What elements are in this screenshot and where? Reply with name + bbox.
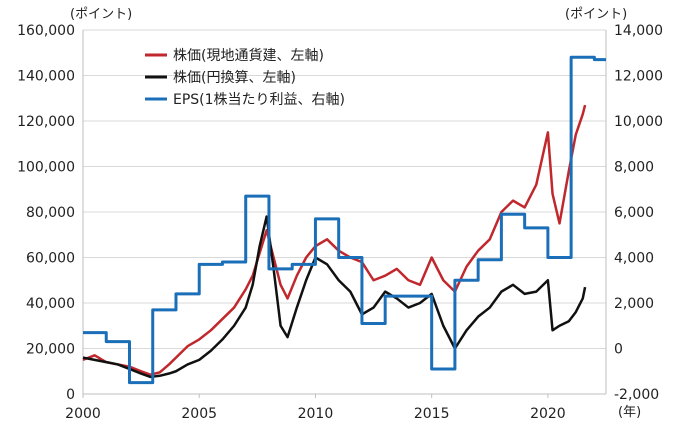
left-tick-label: 40,000 (26, 296, 75, 312)
left-axis-unit: (ポイント) (70, 7, 132, 22)
right-tick-label: 2,000 (614, 296, 654, 312)
right-tick-label: 4,000 (614, 251, 654, 267)
legend-label: 株価(円換算、左軸) (173, 70, 296, 86)
legend: 株価(現地通貨建、左軸) 株価(円換算、左軸) EPS(1株当たり利益、右軸) (145, 47, 345, 108)
left-tick-label: 160,000 (17, 23, 75, 39)
series-line-2 (82, 215, 587, 379)
right-tick-label: 12,000 (614, 69, 663, 85)
x-tick-label: 2000 (65, 406, 101, 422)
right-tick-label: 10,000 (614, 114, 663, 130)
right-axis-unit: (ポイント) (565, 7, 627, 22)
right-axis-ticks: -2,000 0 2,000 4,000 6,000 8,000 10,000 12,000 1… (614, 23, 663, 403)
series-lines (82, 55, 606, 385)
right-tick-label: 0 (614, 342, 623, 358)
x-axis-unit: (年) (618, 405, 641, 420)
x-axis-ticks: 2000 2005 2010 2015 2020 (65, 394, 566, 422)
right-tick-label: 8,000 (614, 160, 654, 176)
x-tick-label: 2015 (414, 406, 450, 422)
left-tick-label: 120,000 (17, 114, 75, 130)
legend-label: 株価(現地通貨建、左軸) (173, 47, 324, 64)
left-tick-label: 100,000 (17, 160, 75, 176)
gridlines (83, 29, 606, 395)
series-line-1 (82, 104, 587, 376)
left-tick-label: 140,000 (17, 69, 75, 85)
x-tick-label: 2005 (181, 406, 217, 422)
series-line-3 (83, 55, 606, 385)
left-tick-label: 80,000 (26, 205, 75, 221)
right-tick-label: -2,000 (614, 387, 659, 403)
left-tick-label: 60,000 (26, 251, 75, 267)
right-tick-label: 6,000 (614, 205, 654, 221)
left-tick-label: 0 (66, 387, 75, 403)
x-tick-label: 2020 (530, 406, 566, 422)
left-axis-ticks: 0 20,000 40,000 60,000 80,000 100,000 120,000 1… (17, 23, 75, 403)
x-tick-label: 2010 (298, 406, 334, 422)
legend-label: EPS(1株当たり利益、右軸) (173, 92, 345, 108)
right-tick-label: 14,000 (614, 23, 663, 39)
left-tick-label: 20,000 (26, 342, 75, 358)
